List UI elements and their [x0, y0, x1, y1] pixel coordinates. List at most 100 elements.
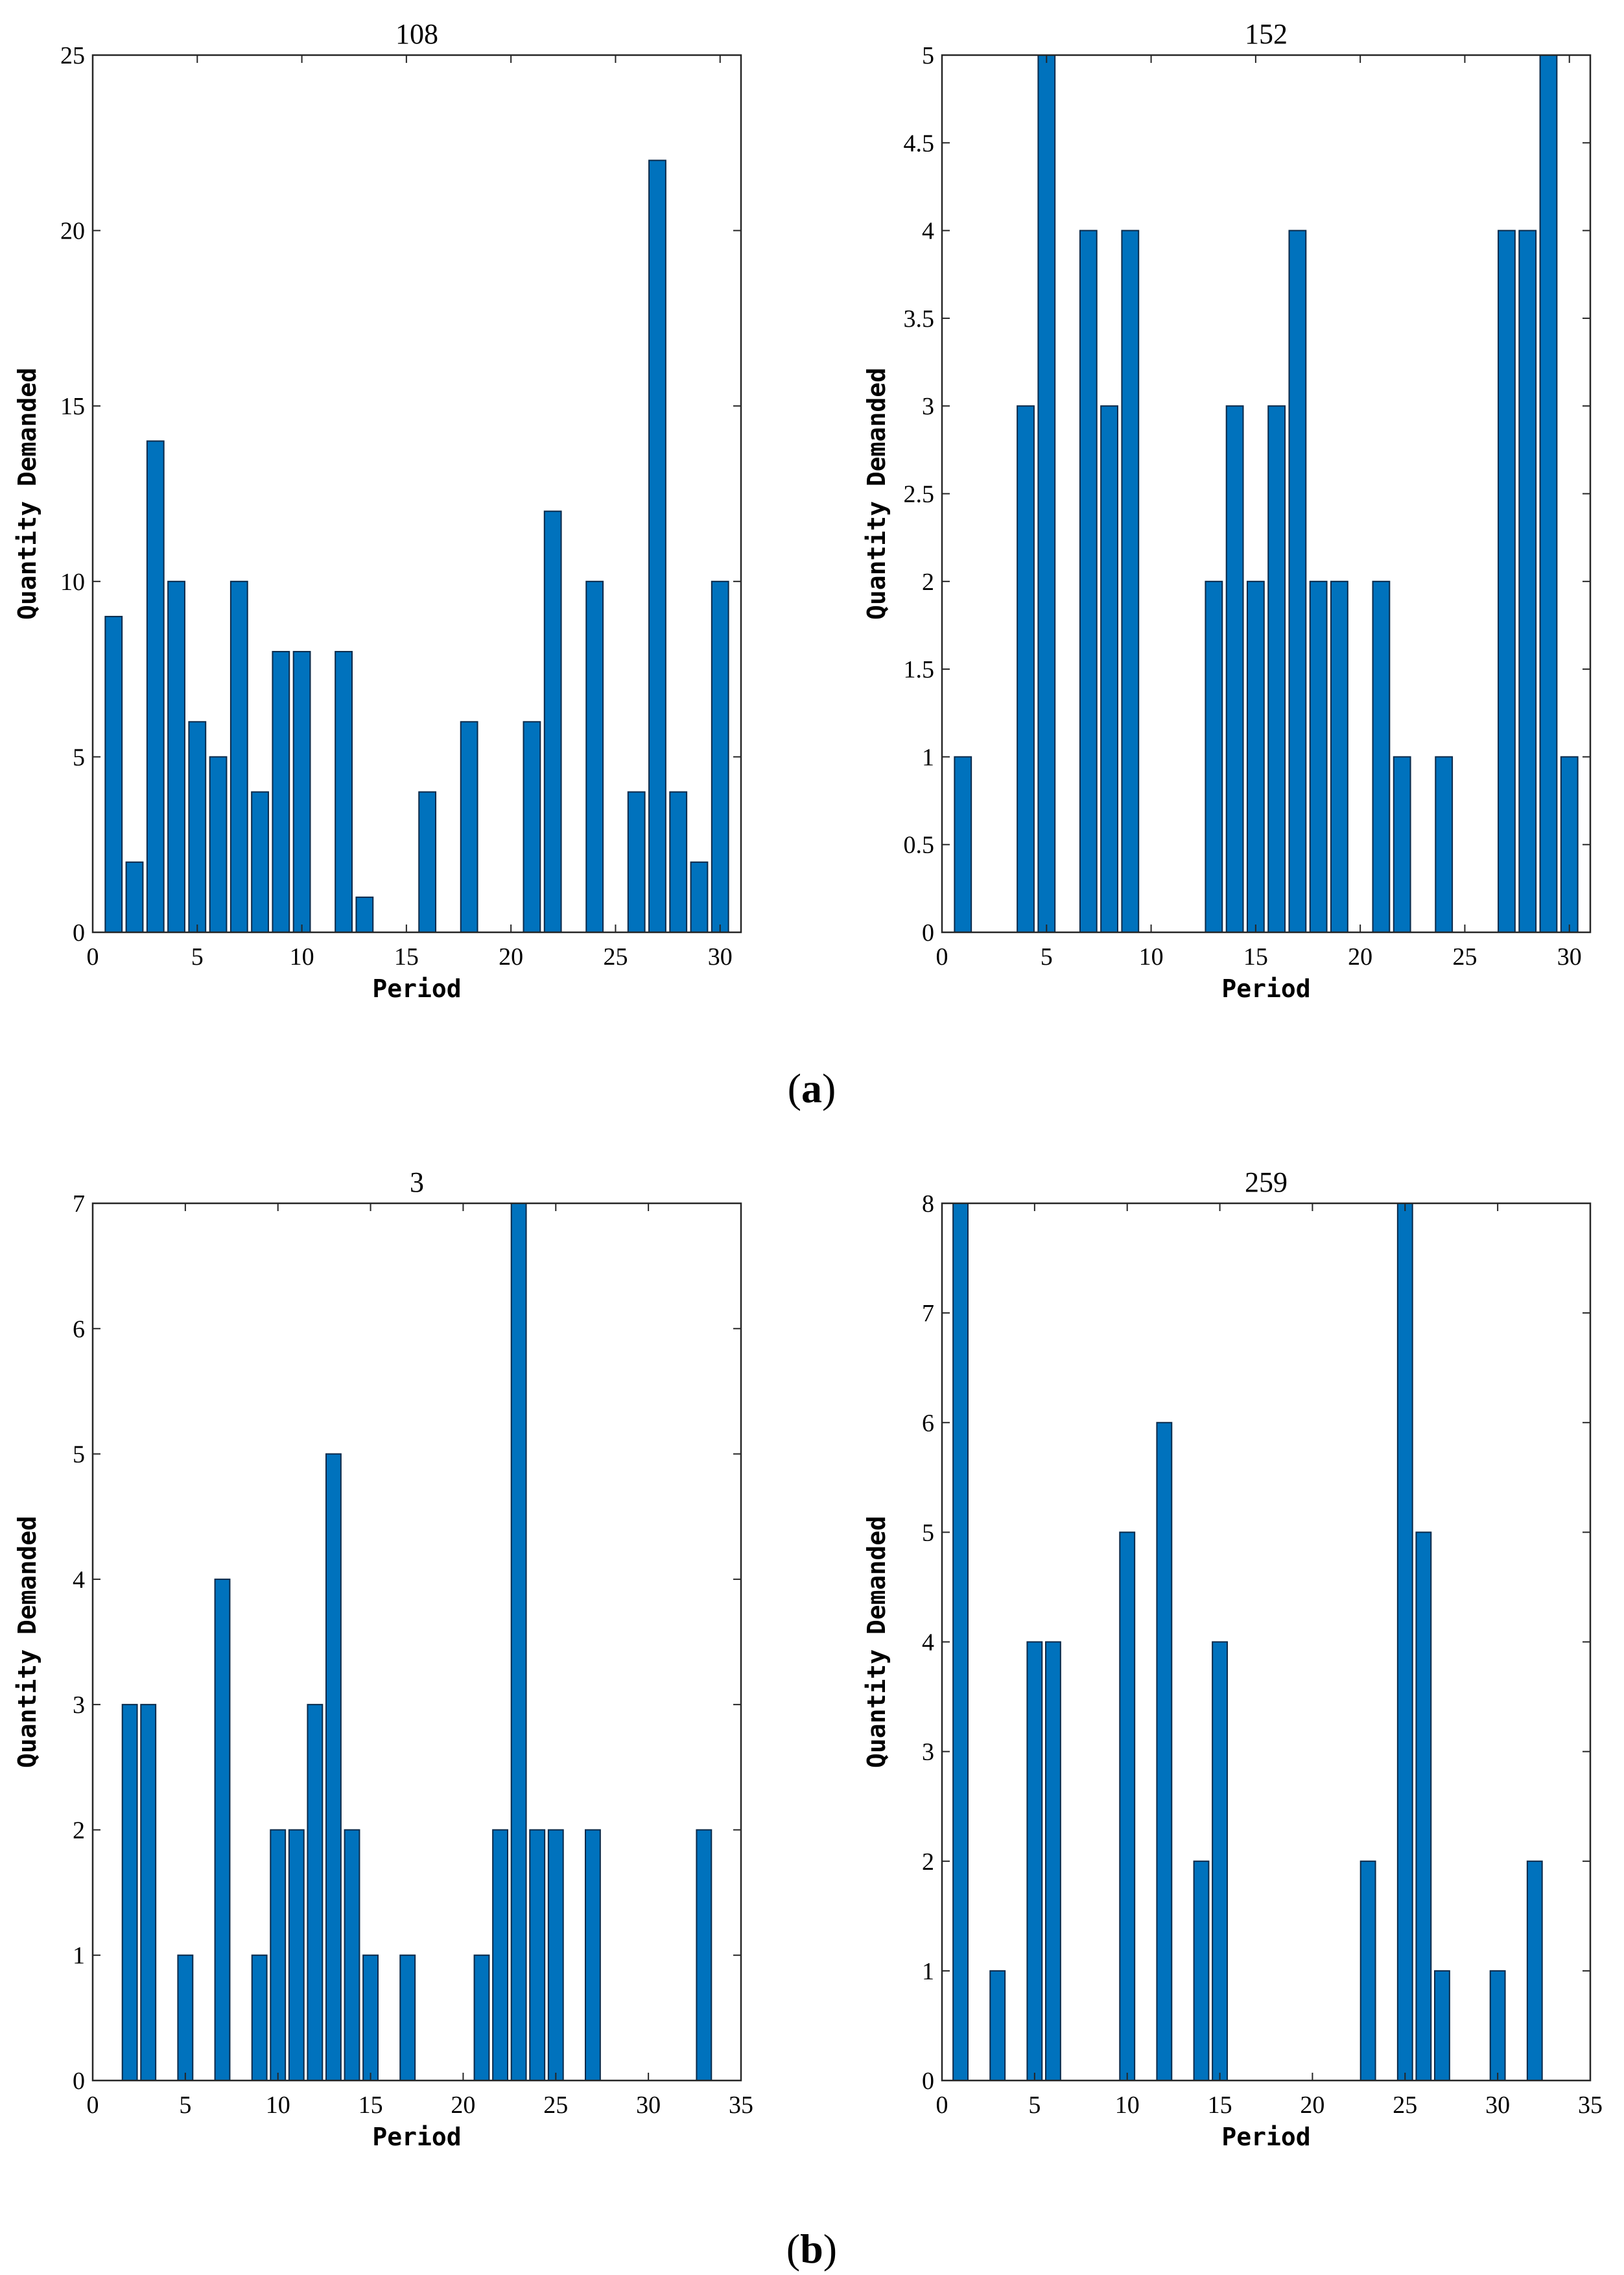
x-tick-label: 0 [936, 2092, 948, 2119]
bar-period-6 [1045, 1641, 1061, 2081]
chart-title: 3 [410, 1166, 424, 1198]
bar-period-23 [1359, 1860, 1376, 2081]
bar-period-1 [954, 756, 972, 934]
x-tick-label: 5 [191, 943, 204, 971]
y-tick-label: 3.5 [904, 305, 935, 333]
y-axis-label: Quantity Demanded [862, 1516, 891, 1768]
bar-period-16 [418, 791, 437, 934]
x-tick-label: 30 [1485, 2092, 1510, 2119]
bar-period-4 [1017, 405, 1035, 933]
bar-period-27 [585, 1829, 601, 2081]
x-axis-label: Period [1221, 974, 1310, 1003]
bar-period-3 [146, 440, 165, 933]
bar-period-9 [1121, 230, 1140, 934]
bar-period-11 [288, 1829, 305, 2081]
bar-period-25 [547, 1829, 564, 2081]
bar-period-10 [270, 1829, 287, 2081]
x-tick-label: 0 [87, 2092, 99, 2119]
y-tick-label: 4 [922, 218, 934, 245]
y-tick-label: 1 [922, 744, 934, 771]
bar-period-22 [1393, 756, 1411, 934]
bar-period-23 [510, 1203, 527, 2081]
x-tick-label: 10 [290, 943, 314, 971]
bar-period-9 [251, 1954, 268, 2082]
bar-period-4 [167, 580, 185, 933]
x-tick-label: 20 [1300, 2092, 1324, 2119]
bar-period-19 [1330, 580, 1348, 933]
chart-152: 0 5 10 15 20 25 30 0 0.5 1 1.5 2 2.5 3 3.5 4 4.5 5 152 Peri… [862, 18, 1592, 1003]
bar-period-29 [690, 861, 709, 934]
y-tick-label: 1 [73, 1942, 85, 1970]
y-tick-label: 4 [73, 1566, 85, 1594]
y-tick-label: 2 [922, 1848, 934, 1876]
y-tick-label: 0 [73, 2068, 85, 2095]
y-tick-label: 0.5 [904, 832, 935, 859]
bar-period-12 [335, 651, 353, 933]
bar-period-1 [104, 615, 123, 933]
y-tick-label: 3 [922, 1739, 934, 1766]
bar-period-28 [1518, 230, 1537, 934]
bar-period-32 [1526, 1860, 1543, 2081]
x-axis-label: Period [1221, 2123, 1310, 2151]
bar-period-21 [523, 721, 541, 934]
x-tick-label: 5 [1028, 2092, 1041, 2119]
y-tick-label: 1 [922, 1958, 934, 1985]
bar-period-28 [669, 791, 688, 934]
x-tick-label: 5 [1041, 943, 1053, 971]
x-tick-label: 20 [451, 2092, 475, 2119]
x-tick-label: 15 [1243, 943, 1268, 971]
y-tick-label: 1.5 [904, 656, 935, 683]
bar-period-14 [1193, 1860, 1210, 2081]
bar-period-2 [121, 1704, 138, 2081]
chart-108: 0 5 10 15 20 25 30 0 5 10 15 20 25 108 Period Quantity … [13, 18, 742, 1003]
x-tick-label: 15 [359, 2092, 383, 2119]
bar-period-8 [1100, 405, 1118, 933]
bar-period-18 [460, 721, 478, 934]
x-tick-label: 30 [636, 2092, 661, 2119]
bar-period-6 [209, 756, 228, 934]
bar-period-24 [529, 1829, 546, 2081]
panel-label-a: (a) [788, 1065, 836, 1111]
bar-period-5 [1037, 54, 1056, 933]
x-axis-label: Period [372, 974, 461, 1003]
y-tick-label: 20 [60, 218, 85, 245]
y-tick-label: 3 [73, 1692, 85, 1719]
y-tick-label: 7 [922, 1300, 934, 1327]
bar-period-18 [1309, 580, 1328, 933]
bar-period-15 [1212, 1641, 1228, 2081]
y-tick-label: 2.5 [904, 481, 935, 508]
chart-title: 108 [395, 18, 438, 50]
bar-period-7 [229, 580, 248, 933]
bar-period-17 [399, 1954, 416, 2082]
x-tick-label: 30 [708, 943, 733, 971]
x-tick-label: 20 [499, 943, 523, 971]
x-tick-label: 15 [394, 943, 419, 971]
x-tick-label: 25 [1452, 943, 1477, 971]
y-tick-label: 6 [73, 1315, 85, 1343]
x-tick-label: 25 [543, 2092, 568, 2119]
bar-period-26 [627, 791, 646, 934]
x-axis-label: Period [372, 2123, 461, 2151]
axes-frame [91, 1202, 742, 2082]
x-tick-label: 10 [1139, 943, 1164, 971]
y-tick-label: 5 [73, 1441, 85, 1468]
y-tick-label: 10 [60, 569, 85, 596]
chart-title: 259 [1245, 1166, 1288, 1198]
bar-period-25 [1396, 1203, 1413, 2081]
bar-period-12 [307, 1704, 324, 2081]
x-tick-label: 10 [1115, 2092, 1140, 2119]
bar-period-14 [1225, 405, 1244, 933]
bar-period-16 [1267, 405, 1286, 933]
bar-period-8 [251, 791, 269, 934]
y-tick-label: 5 [922, 42, 934, 69]
bar-period-10 [1119, 1531, 1136, 2081]
bar-period-13 [355, 896, 374, 934]
bar-period-7 [1079, 230, 1098, 934]
axes-frame [91, 54, 742, 934]
bar-period-27 [1434, 1970, 1450, 2081]
bar-period-24 [585, 580, 604, 933]
x-tick-label: 25 [1393, 2092, 1417, 2119]
y-tick-label: 7 [73, 1190, 85, 1218]
y-axis-label: Quantity Demanded [13, 368, 41, 620]
bar-period-5 [177, 1954, 194, 2082]
